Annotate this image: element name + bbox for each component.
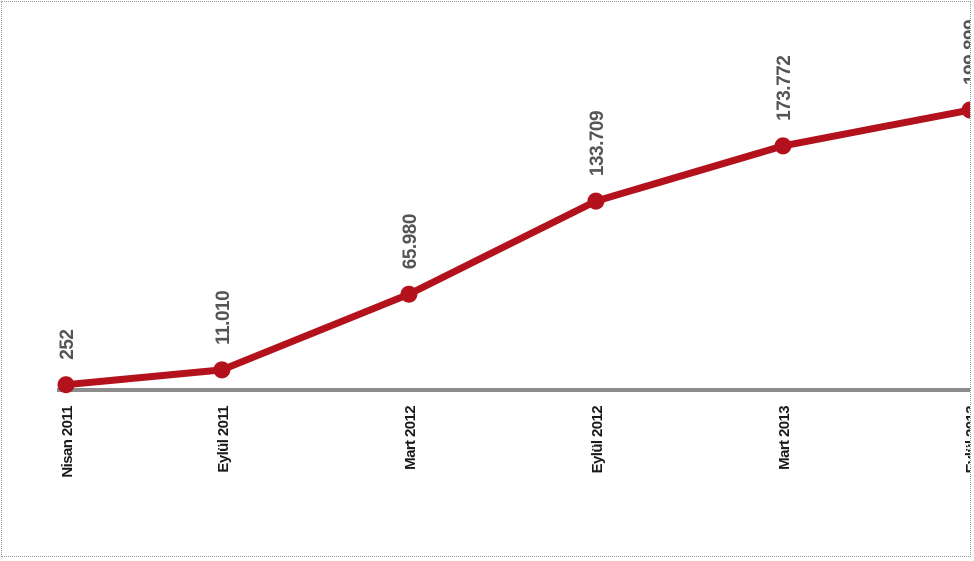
data-point: [213, 361, 231, 379]
x-tick-label: Eylül 2011: [215, 406, 232, 473]
series-layer: [62, 106, 970, 389]
x-tick-label: Mart 2012: [402, 406, 419, 470]
data-label: 252: [57, 329, 78, 359]
data-point: [400, 285, 418, 303]
data-point: [774, 137, 792, 155]
data-label: 133.709: [587, 111, 608, 176]
data-label: 11.010: [213, 291, 234, 345]
tick-labels-layer: Nisan 2011 Eylül 2011 Mart 2012 Eylül 2012 M…: [59, 406, 971, 478]
x-tick-label: Mart 2013: [776, 406, 793, 470]
data-label: 199.899: [961, 20, 971, 85]
x-tick-label: Eylül 2012: [589, 406, 606, 474]
data-label: 173.772: [774, 56, 795, 121]
series-line: [62, 106, 970, 389]
data-point: [587, 192, 605, 210]
data-label: 65.980: [400, 214, 421, 269]
data-point: [57, 376, 75, 394]
x-tick-label: Nisan 2011: [59, 406, 76, 478]
x-tick-label: Eylül 2013: [963, 406, 971, 474]
points-layer: [57, 101, 970, 394]
value-labels-layer: 252 11.010 65.980 133.709 173.772 199.899: [57, 20, 971, 360]
data-point: [961, 101, 970, 119]
